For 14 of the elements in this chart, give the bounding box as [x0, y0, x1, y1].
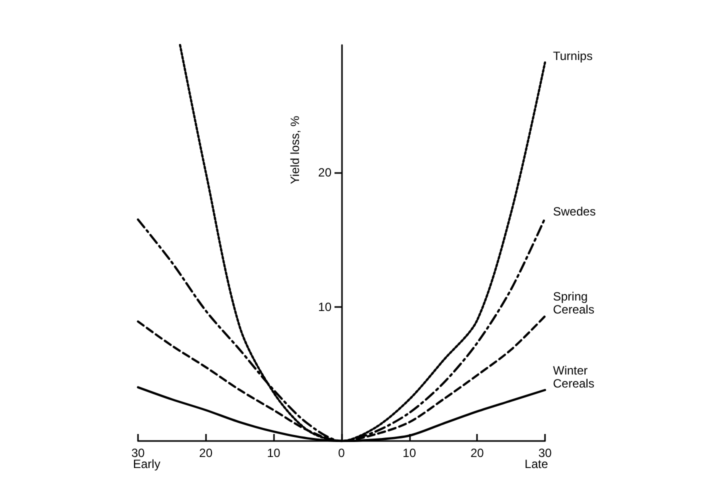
series-label: Spring Cereals: [553, 290, 594, 317]
x-tick-label: 0: [338, 446, 346, 460]
x-tick-label: 30: [538, 446, 552, 460]
x-tick-label: 20: [199, 446, 213, 460]
text: Late: [524, 457, 548, 471]
text: Early: [133, 457, 160, 471]
y-axis-title: Yield loss, %: [288, 116, 302, 184]
x-tick-label: 30: [131, 446, 145, 460]
x-tick-label: 10: [402, 446, 416, 460]
x-tick-label: 20: [470, 446, 484, 460]
series-label: Winter Cereals: [553, 363, 594, 390]
series-label: Swedes: [553, 204, 596, 219]
series-label: Turnips: [553, 48, 593, 63]
x-tick-label: 10: [266, 446, 281, 460]
